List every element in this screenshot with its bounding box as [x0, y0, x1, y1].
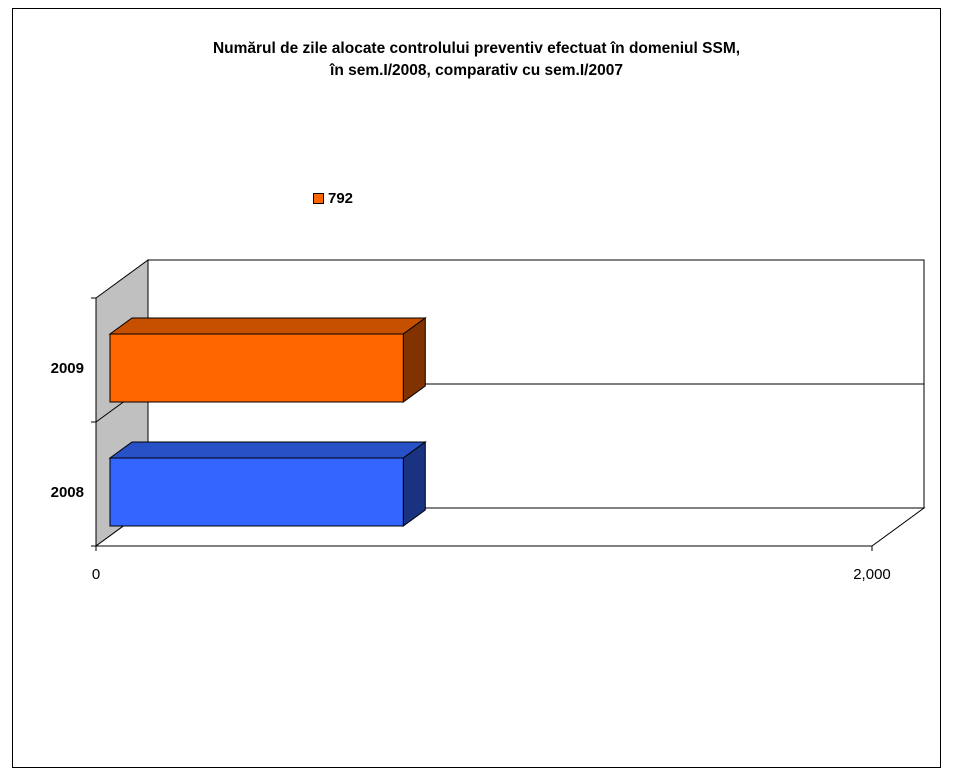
plot-bars — [108, 317, 427, 527]
chart-title: Numărul de zile alocate controlului prev… — [0, 38, 953, 82]
legend-swatch — [313, 193, 324, 204]
bar-2008 — [108, 441, 427, 527]
category-label-2008: 2008 — [51, 484, 84, 501]
chart-title-line-2: în sem.I/2008, comparativ cu sem.I/2007 — [330, 62, 623, 79]
value-tick-label: 2,000 — [853, 566, 891, 583]
bar-2009 — [108, 317, 427, 403]
legend: 792 — [313, 190, 353, 207]
chart-title-line-1: Numărul de zile alocate controlului prev… — [212, 40, 741, 57]
category-label-2009: 2009 — [51, 360, 84, 377]
bar-front-face — [109, 333, 404, 403]
plot-labels: 2008 2009 0 2,000 — [51, 360, 891, 583]
bar-top-face — [108, 317, 427, 335]
bar-front-face — [109, 457, 404, 527]
bar-top-face — [108, 441, 427, 459]
value-tick-label: 0 — [92, 566, 100, 583]
legend-label: 792 — [328, 190, 354, 207]
